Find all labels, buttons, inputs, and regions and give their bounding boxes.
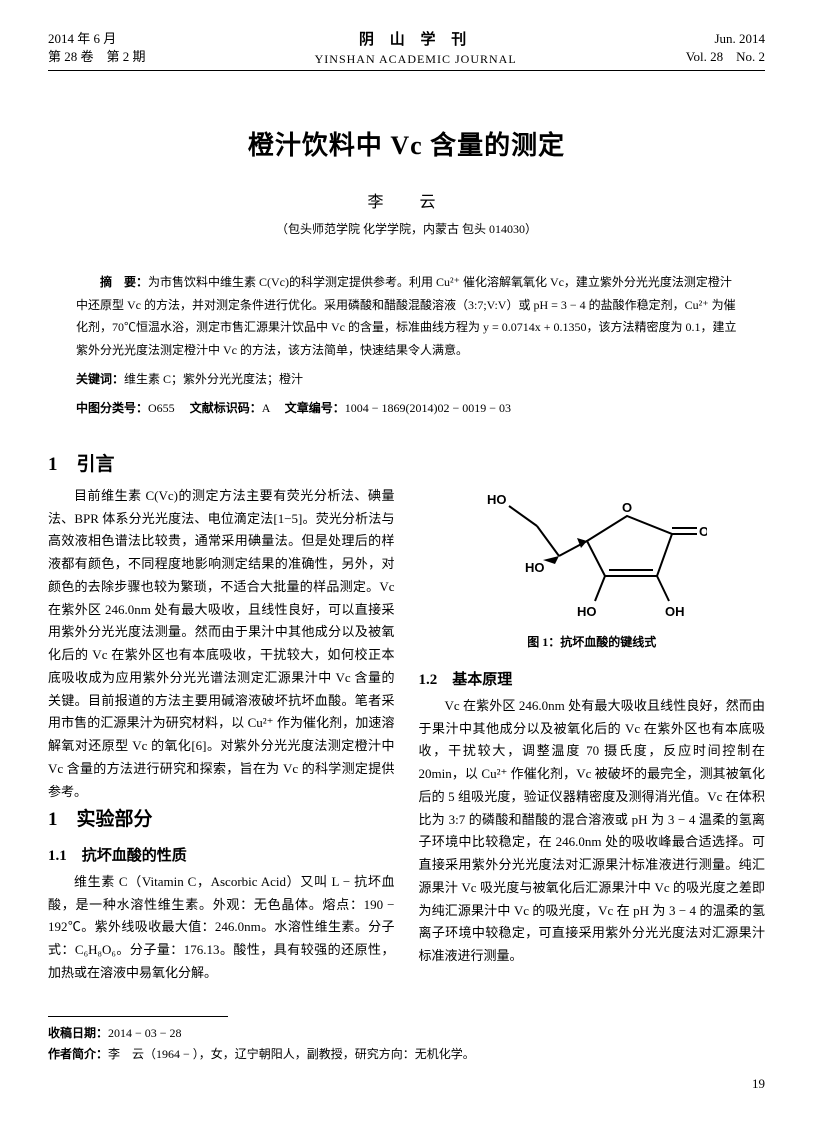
- clc-label: 中图分类号：: [76, 401, 148, 415]
- header-vol-cn: 第 28 卷 第 2 期: [48, 48, 146, 66]
- bio-text: 李 云（1964 − ），女，辽宁朝阳人，副教授，研究方向：无机化学。: [108, 1047, 475, 1061]
- header-date-en: Jun. 2014: [686, 30, 765, 48]
- artno: 1004 − 1869(2014)02 − 0019 − 03: [345, 401, 511, 415]
- journal-name-en: YINSHAN ACADEMIC JOURNAL: [315, 51, 517, 68]
- header-vol-en: Vol. 28 No. 2: [686, 48, 765, 66]
- body-columns: 1 引言 目前维生素 C(Vc)的测定方法主要有荧光分析法、碘量法、BPR 体系…: [48, 448, 765, 985]
- mol-label-o-ring: O: [622, 500, 632, 515]
- recv-date: 2014 − 03 − 28: [108, 1026, 182, 1040]
- keywords-label: 关键词：: [76, 372, 124, 386]
- recv-label: 收稿日期：: [48, 1026, 108, 1040]
- mol-label-ho-left: HO: [525, 560, 545, 575]
- section-1-2-p1: Vc 在紫外区 246.0nm 处有最大吸收且线性良好，然而由于果汁中其他成分以…: [419, 695, 766, 968]
- right-column: HO HO O O HO OH 图 1：抗坏血酸的键线式 1.2 基本原理 Vc…: [419, 448, 766, 985]
- mol-label-ho-bl: HO: [577, 604, 597, 619]
- journal-header: 2014 年 6 月 第 28 卷 第 2 期 阴 山 学 刊 YINSHAN …: [48, 30, 765, 71]
- paper-title: 橙汁饮料中 Vc 含量的测定: [48, 125, 765, 162]
- keywords-text: 维生素 C；紫外分光光度法；橙汁: [124, 372, 303, 386]
- abstract-label: 摘 要：: [100, 275, 148, 289]
- received-line: 收稿日期：2014 − 03 − 28: [48, 1023, 765, 1043]
- mol-label-o-carbonyl: O: [699, 524, 707, 539]
- author-name: 李 云: [48, 188, 765, 212]
- section-1-1-p1: 维生素 C（Vitamin C，Ascorbic Acid）又叫 L − 抗坏血…: [48, 871, 395, 985]
- footer-rule: [48, 1016, 228, 1017]
- doccode-label: 文献标识码：: [190, 401, 262, 415]
- mol-label-ho-top: HO: [487, 492, 507, 507]
- abstract-text: 为市售饮料中维生素 C(Vc)的科学测定提供参考。利用 Cu²⁺ 催化溶解氧氧化…: [76, 275, 737, 357]
- figure-1-molecule: HO HO O O HO OH: [477, 456, 707, 626]
- journal-name-cn: 阴 山 学 刊: [315, 30, 517, 51]
- mol-label-oh-br: OH: [665, 604, 685, 619]
- section-exp-title: 1 实验部分: [48, 803, 395, 836]
- section-1-1-title: 1.1 抗坏血酸的性质: [48, 843, 395, 869]
- header-left: 2014 年 6 月 第 28 卷 第 2 期: [48, 30, 146, 68]
- affiliation: （包头师范学院 化学学院，内蒙古 包头 014030）: [48, 220, 765, 237]
- left-column: 1 引言 目前维生素 C(Vc)的测定方法主要有荧光分析法、碘量法、BPR 体系…: [48, 448, 395, 985]
- page-number: 19: [752, 1076, 765, 1092]
- keywords: 关键词：维生素 C；紫外分光光度法；橙汁: [76, 368, 737, 391]
- header-center: 阴 山 学 刊 YINSHAN ACADEMIC JOURNAL: [315, 30, 517, 68]
- bio-label: 作者简介：: [48, 1047, 108, 1061]
- classification-line: 中图分类号：O655 文献标识码：A 文章编号：1004 − 1869(2014…: [76, 397, 737, 420]
- footer-block: 收稿日期：2014 − 03 − 28 作者简介：李 云（1964 − ），女，…: [48, 1016, 765, 1064]
- artno-label: 文章编号：: [285, 401, 345, 415]
- abstract-block: 摘 要：为市售饮料中维生素 C(Vc)的科学测定提供参考。利用 Cu²⁺ 催化溶…: [76, 271, 737, 420]
- section-1-2-title: 1.2 基本原理: [419, 667, 766, 693]
- section-1-title: 1 引言: [48, 448, 395, 481]
- clc: O655: [148, 401, 175, 415]
- header-right: Jun. 2014 Vol. 28 No. 2: [686, 30, 765, 68]
- header-date-cn: 2014 年 6 月: [48, 30, 146, 48]
- figure-1-caption: 图 1：抗坏血酸的键线式: [419, 632, 766, 653]
- abstract: 摘 要：为市售饮料中维生素 C(Vc)的科学测定提供参考。利用 Cu²⁺ 催化溶…: [76, 271, 737, 362]
- section-1-p1: 目前维生素 C(Vc)的测定方法主要有荧光分析法、碘量法、BPR 体系分光光度法…: [48, 485, 395, 804]
- author-bio-line: 作者简介：李 云（1964 − ），女，辽宁朝阳人，副教授，研究方向：无机化学。: [48, 1044, 765, 1064]
- doccode: A: [262, 401, 270, 415]
